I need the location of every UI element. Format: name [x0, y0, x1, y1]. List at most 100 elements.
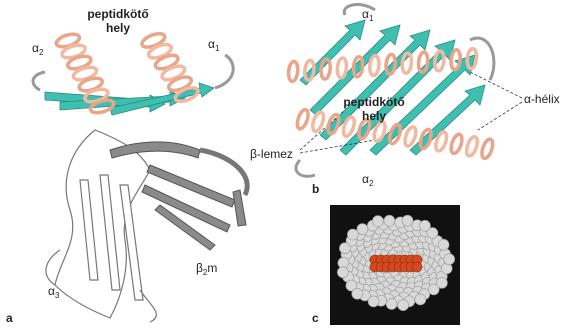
ribbon — [154, 204, 216, 251]
helix-turn — [286, 59, 300, 84]
symbol: α — [362, 7, 369, 21]
helix-callout: α-hélix — [524, 92, 560, 106]
site-label: hely — [106, 21, 130, 35]
helix-turn — [160, 64, 187, 82]
atom — [437, 238, 450, 251]
helix-turn — [416, 50, 430, 74]
atom — [372, 215, 384, 227]
helix-turn — [341, 115, 356, 138]
helix-turn — [351, 55, 365, 79]
symbol: α — [362, 172, 369, 186]
atom — [347, 228, 359, 241]
alpha3-domain — [45, 129, 157, 323]
subscript: 1 — [215, 44, 220, 53]
symbol: β — [196, 261, 203, 275]
atom — [419, 219, 431, 232]
atom — [367, 295, 380, 308]
structures — [31, 3, 523, 325]
leader — [477, 101, 523, 131]
subscript: 1 — [369, 14, 374, 23]
atom — [443, 253, 455, 266]
site-label: peptidkötő — [87, 7, 148, 21]
helix-turn — [173, 86, 200, 104]
helix-turn — [372, 120, 387, 143]
helix-turn — [319, 57, 332, 81]
domain-label: α3 — [48, 284, 60, 300]
ribbon — [141, 184, 231, 233]
helix-turn — [335, 56, 349, 80]
subscript: 2 — [203, 268, 208, 277]
atom — [427, 283, 440, 296]
ribbon — [119, 184, 144, 301]
helix-turn — [303, 58, 316, 82]
ribbon — [109, 141, 201, 159]
atom — [383, 214, 396, 227]
atom — [401, 214, 414, 227]
atom — [436, 277, 448, 289]
atom — [414, 293, 427, 306]
helix-turn — [480, 137, 495, 161]
helix-turn — [368, 53, 381, 78]
atom — [397, 299, 409, 312]
loop — [294, 3, 496, 178]
helix-turn — [464, 134, 480, 158]
loop — [45, 249, 61, 286]
atom — [339, 242, 351, 255]
helix-turn — [357, 117, 372, 141]
helix-turn — [166, 75, 194, 93]
helix-turn — [449, 132, 464, 156]
helix-turn — [310, 110, 326, 134]
ribbon — [146, 164, 236, 208]
atom — [337, 266, 349, 279]
helix-turn — [153, 53, 180, 71]
helix-turn — [400, 51, 414, 75]
loop — [199, 147, 250, 197]
helix-turn — [387, 122, 403, 146]
helix-turn — [434, 130, 449, 153]
helix-label: α2 — [362, 172, 374, 188]
panel-letter: a — [6, 311, 13, 325]
strand — [109, 82, 215, 116]
suffix: m — [207, 261, 217, 275]
helix-turn — [418, 127, 433, 151]
subscript: 2 — [39, 48, 44, 57]
helix-turn — [449, 48, 462, 72]
site-label: hely — [362, 109, 386, 123]
atom — [345, 279, 358, 292]
helices — [54, 31, 495, 161]
atom — [351, 287, 364, 300]
helix-turn — [465, 46, 479, 71]
symbol: α — [48, 284, 55, 298]
symbol: α — [208, 37, 215, 51]
loop — [31, 53, 235, 92]
subscript: 3 — [55, 291, 60, 300]
helix-turn — [295, 107, 310, 131]
leader — [299, 139, 376, 154]
panel-letter: c — [312, 311, 319, 325]
symbol: α — [32, 41, 39, 55]
ribbon — [232, 189, 247, 227]
helix-turn — [146, 42, 174, 60]
loop — [139, 289, 157, 323]
helix-turn — [88, 98, 116, 115]
surface-model — [337, 214, 455, 312]
ribbon — [79, 179, 99, 281]
ribbon — [99, 174, 121, 291]
subscript: 2 — [369, 179, 374, 188]
beta2m-domain — [109, 141, 250, 251]
domain-label: β2m — [196, 261, 217, 277]
atom — [385, 298, 398, 310]
helix-turn — [384, 52, 397, 77]
helix-label: α2 — [32, 41, 44, 57]
panel-letter: b — [312, 182, 319, 196]
helix-label: α1 — [208, 37, 220, 53]
sheet-callout: β-lemez — [250, 147, 293, 161]
atom — [356, 223, 369, 235]
peptide-atom — [411, 261, 423, 273]
helix-turn — [403, 125, 418, 148]
site-label: peptidkötő — [343, 95, 404, 109]
helix-turn — [326, 112, 341, 136]
helix-turn — [140, 31, 167, 49]
